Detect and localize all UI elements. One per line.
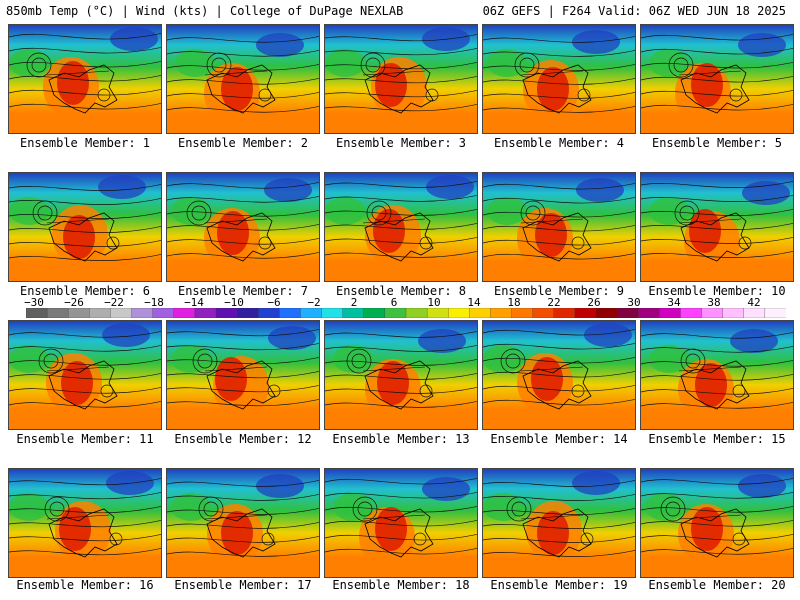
ensemble-member-map (166, 468, 320, 578)
ensemble-member-map (324, 320, 478, 430)
colorbar-tick-label: −10 (224, 296, 244, 309)
colorbar-swatch (743, 308, 766, 318)
colorbar-swatch (236, 308, 259, 318)
ensemble-member-label: Ensemble Member: 2 (177, 136, 309, 150)
ensemble-member-map (324, 24, 478, 134)
ensemble-member-label: Ensemble Member: 19 (490, 578, 628, 592)
colorbar-tick-label: −6 (267, 296, 281, 309)
colorbar-swatch (574, 308, 597, 318)
ensemble-member-label: Ensemble Member: 14 (490, 432, 628, 446)
colorbar-swatch (258, 308, 280, 318)
ensemble-member-map (482, 172, 636, 282)
colorbar-swatch (26, 308, 48, 318)
ensemble-member-label: Ensemble Member: 3 (335, 136, 467, 150)
colorbar-swatch (110, 308, 133, 318)
ensemble-member-label: Ensemble Member: 10 (648, 284, 786, 298)
ensemble-member-map (640, 320, 794, 430)
colorbar-tick-label: 6 (390, 296, 398, 309)
ensemble-member-label: Ensemble Member: 11 (16, 432, 154, 446)
ensemble-member-map (8, 320, 162, 430)
colorbar-tick-label: −14 (184, 296, 204, 309)
colorbar-swatch (595, 308, 618, 318)
ensemble-member-label: Ensemble Member: 4 (493, 136, 625, 150)
ensemble-member-map (8, 468, 162, 578)
colorbar-swatch (363, 308, 386, 318)
colorbar-swatch (469, 308, 492, 318)
colorbar-swatch (68, 308, 90, 318)
colorbar-swatch (131, 308, 154, 318)
colorbar-tick-label: 18 (507, 296, 521, 309)
colorbar-swatch (300, 308, 323, 318)
colorbar-swatch (384, 308, 407, 318)
colorbar-swatch (511, 308, 534, 318)
ensemble-member-label: Ensemble Member: 7 (177, 284, 309, 298)
colorbar-tick-label: −30 (24, 296, 44, 309)
ensemble-member-label: Ensemble Member: 5 (651, 136, 783, 150)
colorbar-swatch (532, 308, 555, 318)
ensemble-member-label: Ensemble Member: 15 (648, 432, 786, 446)
temperature-colorbar (26, 308, 786, 318)
ensemble-member-label: Ensemble Member: 17 (174, 578, 312, 592)
map-title: 850mb Temp (°C) | Wind (kts) | College o… (6, 4, 404, 18)
colorbar-swatch (659, 308, 682, 318)
ensemble-member-map (482, 24, 636, 134)
colorbar-swatch (448, 308, 470, 318)
colorbar-swatch (342, 308, 365, 318)
colorbar-tick-label: −18 (144, 296, 164, 309)
ensemble-member-label: Ensemble Member: 9 (493, 284, 625, 298)
colorbar-tick-label: −22 (104, 296, 124, 309)
colorbar-swatch (46, 308, 69, 318)
ensemble-member-map (640, 468, 794, 578)
ensemble-member-label: Ensemble Member: 20 (648, 578, 786, 592)
ensemble-member-map (166, 172, 320, 282)
colorbar-tick-label: 22 (547, 296, 561, 309)
colorbar-tick-label: 34 (667, 296, 681, 309)
colorbar-tick-label: 38 (707, 296, 721, 309)
ensemble-member-label: Ensemble Member: 16 (16, 578, 154, 592)
colorbar-swatch (616, 308, 639, 318)
colorbar-swatch (680, 308, 703, 318)
colorbar-swatch (405, 308, 428, 318)
ensemble-member-label: Ensemble Member: 8 (335, 284, 467, 298)
colorbar-swatch (173, 308, 196, 318)
colorbar-swatch (215, 308, 238, 318)
colorbar-tick-label: 2 (350, 296, 358, 309)
ensemble-member-map (640, 172, 794, 282)
colorbar-swatch (321, 308, 344, 318)
ensemble-member-map (482, 468, 636, 578)
colorbar-tick-label: 30 (627, 296, 641, 309)
colorbar-swatch (638, 308, 660, 318)
ensemble-member-map (324, 468, 478, 578)
colorbar-swatch (764, 308, 786, 318)
colorbar-tick-label: 10 (427, 296, 441, 309)
ensemble-member-map (324, 172, 478, 282)
ensemble-member-map (8, 172, 162, 282)
colorbar-swatch (490, 308, 513, 318)
ensemble-member-label: Ensemble Member: 13 (332, 432, 470, 446)
ensemble-member-map (640, 24, 794, 134)
ensemble-member-map (482, 320, 636, 430)
colorbar-swatch (279, 308, 302, 318)
ensemble-member-map (8, 24, 162, 134)
colorbar-swatch (426, 308, 449, 318)
ensemble-member-label: Ensemble Member: 1 (19, 136, 151, 150)
ensemble-member-map (166, 320, 320, 430)
colorbar-swatch (722, 308, 745, 318)
colorbar-swatch (194, 308, 217, 318)
colorbar-swatch (553, 308, 576, 318)
colorbar-tick-label: −2 (307, 296, 321, 309)
colorbar-tick-label: 14 (467, 296, 481, 309)
ensemble-member-map (166, 24, 320, 134)
colorbar-swatch (701, 308, 724, 318)
ensemble-member-label: Ensemble Member: 18 (332, 578, 470, 592)
colorbar-swatch (152, 308, 175, 318)
colorbar-tick-label: 42 (747, 296, 761, 309)
colorbar-swatch (89, 308, 112, 318)
ensemble-member-label: Ensemble Member: 12 (174, 432, 312, 446)
colorbar-tick-label: −26 (64, 296, 84, 309)
colorbar-tick-label: 26 (587, 296, 601, 309)
model-run-info: 06Z GEFS | F264 Valid: 06Z WED JUN 18 20… (482, 4, 786, 18)
ensemble-member-label: Ensemble Member: 6 (19, 284, 151, 298)
